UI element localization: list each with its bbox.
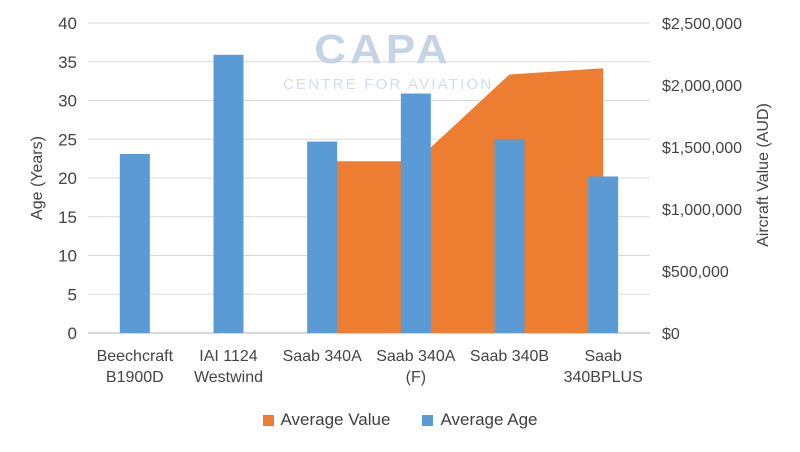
x-axis-category-label: Saab 340A	[283, 348, 363, 365]
legend-item-average-value: Average Value	[262, 410, 391, 430]
x-axis-category-label: IAI 1124 Westwind	[194, 348, 263, 386]
legend-item-average-age: Average Age	[422, 410, 538, 430]
y2-axis-tick-label: $1,500,000	[662, 140, 742, 157]
x-axis-category-label: Saab 340B	[470, 348, 549, 365]
y-axis-tick-label: 20	[58, 169, 77, 188]
bar-average-age	[400, 93, 431, 334]
y2-axis-tick-label: $500,000	[662, 264, 729, 281]
bar-average-age	[588, 176, 619, 333]
x-axis-category-label: Saab 340BPLUS	[564, 348, 643, 386]
x-axis-category-label: Saab 340A (F)	[376, 348, 456, 386]
y2-axis-tick-label: $1,000,000	[662, 202, 742, 219]
y-axis-tick-label: 5	[68, 285, 77, 304]
x-axis-category-label: Beechcraft B1900D	[97, 348, 174, 386]
chart-legend: Average Value Average Age	[0, 410, 800, 430]
y-axis-tick-label: 10	[58, 247, 77, 266]
y-axis-tick-label: 35	[58, 53, 77, 72]
y2-axis-tick-label: $0	[662, 326, 680, 343]
y2-axis-tick-label: $2,500,000	[662, 16, 742, 33]
bar-average-age	[213, 54, 244, 334]
y-axis-tick-label: 40	[58, 14, 77, 33]
area-average-value	[322, 68, 604, 333]
legend-swatch-average-value	[262, 414, 274, 426]
y2-axis-tick-label: $2,000,000	[662, 78, 742, 95]
bar-average-age	[494, 139, 525, 333]
y-axis-tick-label: 0	[68, 324, 77, 343]
right-axis-title: Aircraft Value (AUD)	[755, 103, 772, 247]
legend-label-average-value: Average Value	[280, 410, 391, 429]
bar-average-age	[119, 153, 150, 333]
y-axis-tick-label: 25	[58, 130, 77, 149]
y-axis-tick-label: 30	[58, 92, 77, 111]
left-axis-title: Age (Years)	[29, 136, 46, 220]
bar-average-age	[307, 141, 338, 333]
legend-swatch-average-age	[422, 414, 434, 426]
legend-label-average-age: Average Age	[440, 410, 538, 429]
y-axis-tick-label: 15	[58, 208, 77, 227]
